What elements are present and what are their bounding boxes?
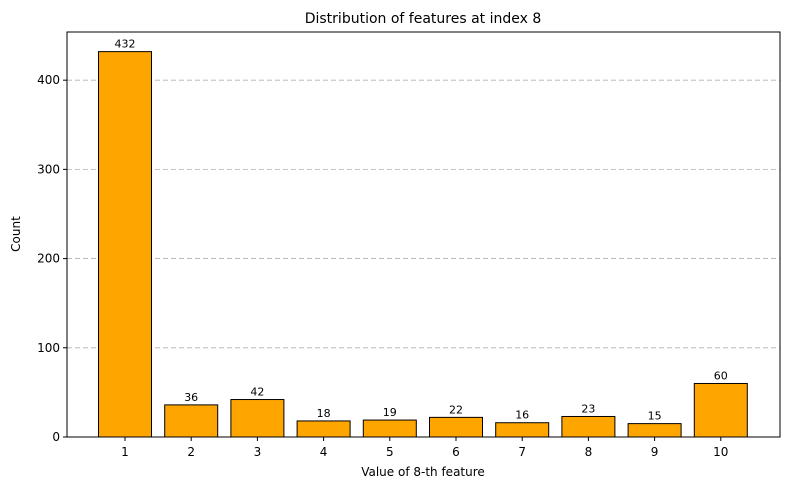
bar-8 (561, 415, 616, 438)
x-tick-label: 6 (452, 445, 460, 459)
bar-3 (230, 399, 285, 438)
y-axis-label: Count (9, 216, 23, 252)
x-tick-label: 1 (121, 445, 129, 459)
data-label: 22 (449, 403, 463, 416)
bar-5 (362, 419, 417, 438)
bar-2 (164, 404, 219, 438)
grid-lines (67, 79, 780, 349)
y-tick-label: 300 (37, 162, 60, 176)
y-tick-label: 100 (37, 341, 60, 355)
data-label: 15 (648, 410, 662, 423)
bar-9 (627, 423, 682, 438)
bar-7 (495, 422, 550, 438)
x-tick-label: 8 (585, 445, 593, 459)
bar-6 (429, 416, 483, 438)
x-tick-label: 3 (254, 445, 262, 459)
data-label: 19 (383, 406, 397, 419)
data-labels: 432 36 42 18 19 22 16 23 15 60 (115, 38, 728, 423)
chart-title: Distribution of features at index 8 (305, 11, 542, 27)
x-tick-label: 7 (518, 445, 526, 459)
x-tick-label: 10 (713, 445, 728, 459)
x-tick-label: 9 (651, 445, 659, 459)
data-label: 16 (515, 409, 529, 422)
data-label: 36 (184, 391, 198, 404)
x-axis-label: Value of 8-th feature (361, 465, 485, 479)
y-tick-label: 400 (37, 73, 60, 87)
y-tick-label: 200 (37, 252, 60, 266)
y-tick-label: 0 (52, 430, 60, 444)
bars (98, 51, 748, 438)
data-label: 432 (115, 38, 136, 51)
y-axis-ticks: 0 100 200 300 400 (37, 73, 67, 444)
x-tick-label: 5 (386, 445, 394, 459)
x-tick-label: 2 (187, 445, 195, 459)
x-axis-ticks: 1 2 3 4 5 6 7 8 9 10 (121, 437, 728, 459)
plot-frame (66, 31, 781, 438)
bar-4 (296, 420, 351, 438)
bar-1 (98, 51, 152, 438)
data-label: 18 (317, 407, 331, 420)
x-tick-label: 4 (320, 445, 328, 459)
bar-10 (693, 382, 748, 438)
data-label: 42 (250, 386, 264, 399)
data-label: 23 (581, 402, 595, 415)
data-label: 60 (714, 369, 728, 382)
